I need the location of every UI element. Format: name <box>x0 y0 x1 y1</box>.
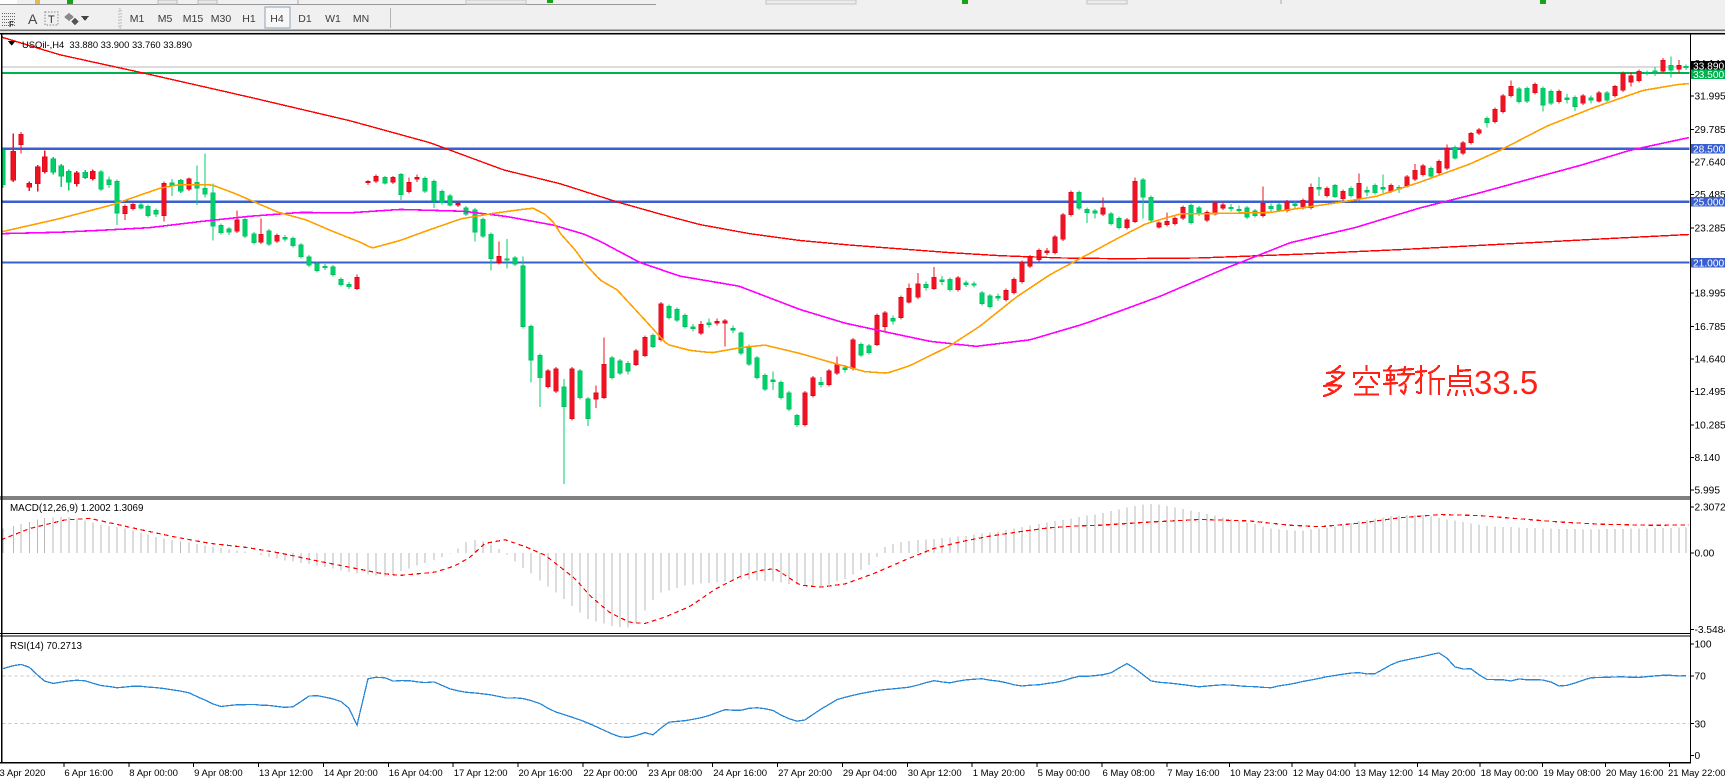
svg-text:20 Apr 16:00: 20 Apr 16:00 <box>519 768 573 779</box>
svg-text:12 May 04:00: 12 May 04:00 <box>1293 768 1351 779</box>
svg-text:29 Apr 04:00: 29 Apr 04:00 <box>843 768 897 779</box>
svg-text:28.500: 28.500 <box>1693 145 1724 156</box>
svg-text:RSI(14) 70.2713: RSI(14) 70.2713 <box>10 641 82 652</box>
svg-text:17 Apr 12:00: 17 Apr 12:00 <box>454 768 508 779</box>
svg-text:30 Apr 12:00: 30 Apr 12:00 <box>908 768 962 779</box>
svg-text:M5: M5 <box>158 13 173 25</box>
svg-text:M1: M1 <box>130 13 145 25</box>
svg-text:33.880 33.900 33.760 33.890: 33.880 33.900 33.760 33.890 <box>69 39 192 50</box>
svg-text:14.640: 14.640 <box>1695 355 1725 366</box>
svg-text:7 May 16:00: 7 May 16:00 <box>1167 768 1219 779</box>
svg-text:T: T <box>48 14 55 26</box>
svg-text:5 May 00:00: 5 May 00:00 <box>1038 768 1090 779</box>
svg-text:M15: M15 <box>183 13 204 25</box>
svg-text:27.640: 27.640 <box>1695 158 1725 169</box>
svg-text:23 Apr 08:00: 23 Apr 08:00 <box>648 768 702 779</box>
svg-text:27 Apr 20:00: 27 Apr 20:00 <box>778 768 832 779</box>
svg-text:3 Apr 2020: 3 Apr 2020 <box>0 768 45 779</box>
svg-text:30: 30 <box>1695 719 1707 730</box>
svg-text:22 Apr 00:00: 22 Apr 00:00 <box>583 768 637 779</box>
svg-text:8.140: 8.140 <box>1695 453 1721 464</box>
svg-text:W1: W1 <box>325 13 341 25</box>
svg-text:24 Apr 16:00: 24 Apr 16:00 <box>713 768 767 779</box>
svg-text:1 May 20:00: 1 May 20:00 <box>973 768 1025 779</box>
svg-text:21 May 22:00: 21 May 22:00 <box>1668 768 1725 779</box>
svg-text:USOil-,H4: USOil-,H4 <box>22 39 64 50</box>
svg-text:12.495: 12.495 <box>1695 387 1725 398</box>
svg-text:0.00: 0.00 <box>1695 549 1715 560</box>
svg-text:0: 0 <box>1695 751 1701 762</box>
svg-text:8 Apr 00:00: 8 Apr 00:00 <box>129 768 178 779</box>
svg-text:14 May 20:00: 14 May 20:00 <box>1418 768 1476 779</box>
svg-text:5.995: 5.995 <box>1695 486 1721 497</box>
svg-text:14 Apr 20:00: 14 Apr 20:00 <box>324 768 378 779</box>
svg-text:6 Apr 16:00: 6 Apr 16:00 <box>64 768 113 779</box>
svg-text:70: 70 <box>1695 672 1707 683</box>
svg-text:33.890: 33.890 <box>1693 62 1724 73</box>
svg-text:F: F <box>9 20 14 29</box>
svg-text:33.5: 33.5 <box>1474 364 1538 401</box>
svg-text:2.3072: 2.3072 <box>1695 503 1725 514</box>
svg-text:10.285: 10.285 <box>1695 421 1725 432</box>
svg-text:MN: MN <box>353 13 369 25</box>
svg-text:18.995: 18.995 <box>1695 289 1725 300</box>
svg-text:100: 100 <box>1695 640 1712 651</box>
svg-text:18 May 00:00: 18 May 00:00 <box>1481 768 1539 779</box>
svg-text:-3.5484: -3.5484 <box>1695 625 1725 636</box>
svg-text:10 May 23:00: 10 May 23:00 <box>1230 768 1288 779</box>
svg-text:D1: D1 <box>298 13 312 25</box>
svg-text:M30: M30 <box>211 13 232 25</box>
svg-text:16 Apr 04:00: 16 Apr 04:00 <box>389 768 443 779</box>
svg-text:13 Apr 12:00: 13 Apr 12:00 <box>259 768 313 779</box>
svg-text:13 May 12:00: 13 May 12:00 <box>1355 768 1413 779</box>
svg-text:19 May 08:00: 19 May 08:00 <box>1543 768 1601 779</box>
svg-text:9 Apr 08:00: 9 Apr 08:00 <box>194 768 243 779</box>
svg-text:6 May 08:00: 6 May 08:00 <box>1103 768 1155 779</box>
svg-text:A: A <box>28 11 38 27</box>
svg-text:H4: H4 <box>270 13 284 25</box>
svg-text:MACD(12,26,9) 1.2002 1.3069: MACD(12,26,9) 1.2002 1.3069 <box>10 503 143 514</box>
svg-text:25.000: 25.000 <box>1693 198 1724 209</box>
svg-text:16.785: 16.785 <box>1695 322 1725 333</box>
svg-text:21.000: 21.000 <box>1693 258 1724 269</box>
svg-text:33.500: 33.500 <box>1693 70 1724 81</box>
svg-text:31.995: 31.995 <box>1695 92 1725 103</box>
svg-text:23.285: 23.285 <box>1695 224 1725 235</box>
svg-text:29.785: 29.785 <box>1695 125 1725 136</box>
svg-text:25.485: 25.485 <box>1695 190 1725 201</box>
svg-text:H1: H1 <box>242 13 256 25</box>
svg-text:20 May 16:00: 20 May 16:00 <box>1606 768 1664 779</box>
